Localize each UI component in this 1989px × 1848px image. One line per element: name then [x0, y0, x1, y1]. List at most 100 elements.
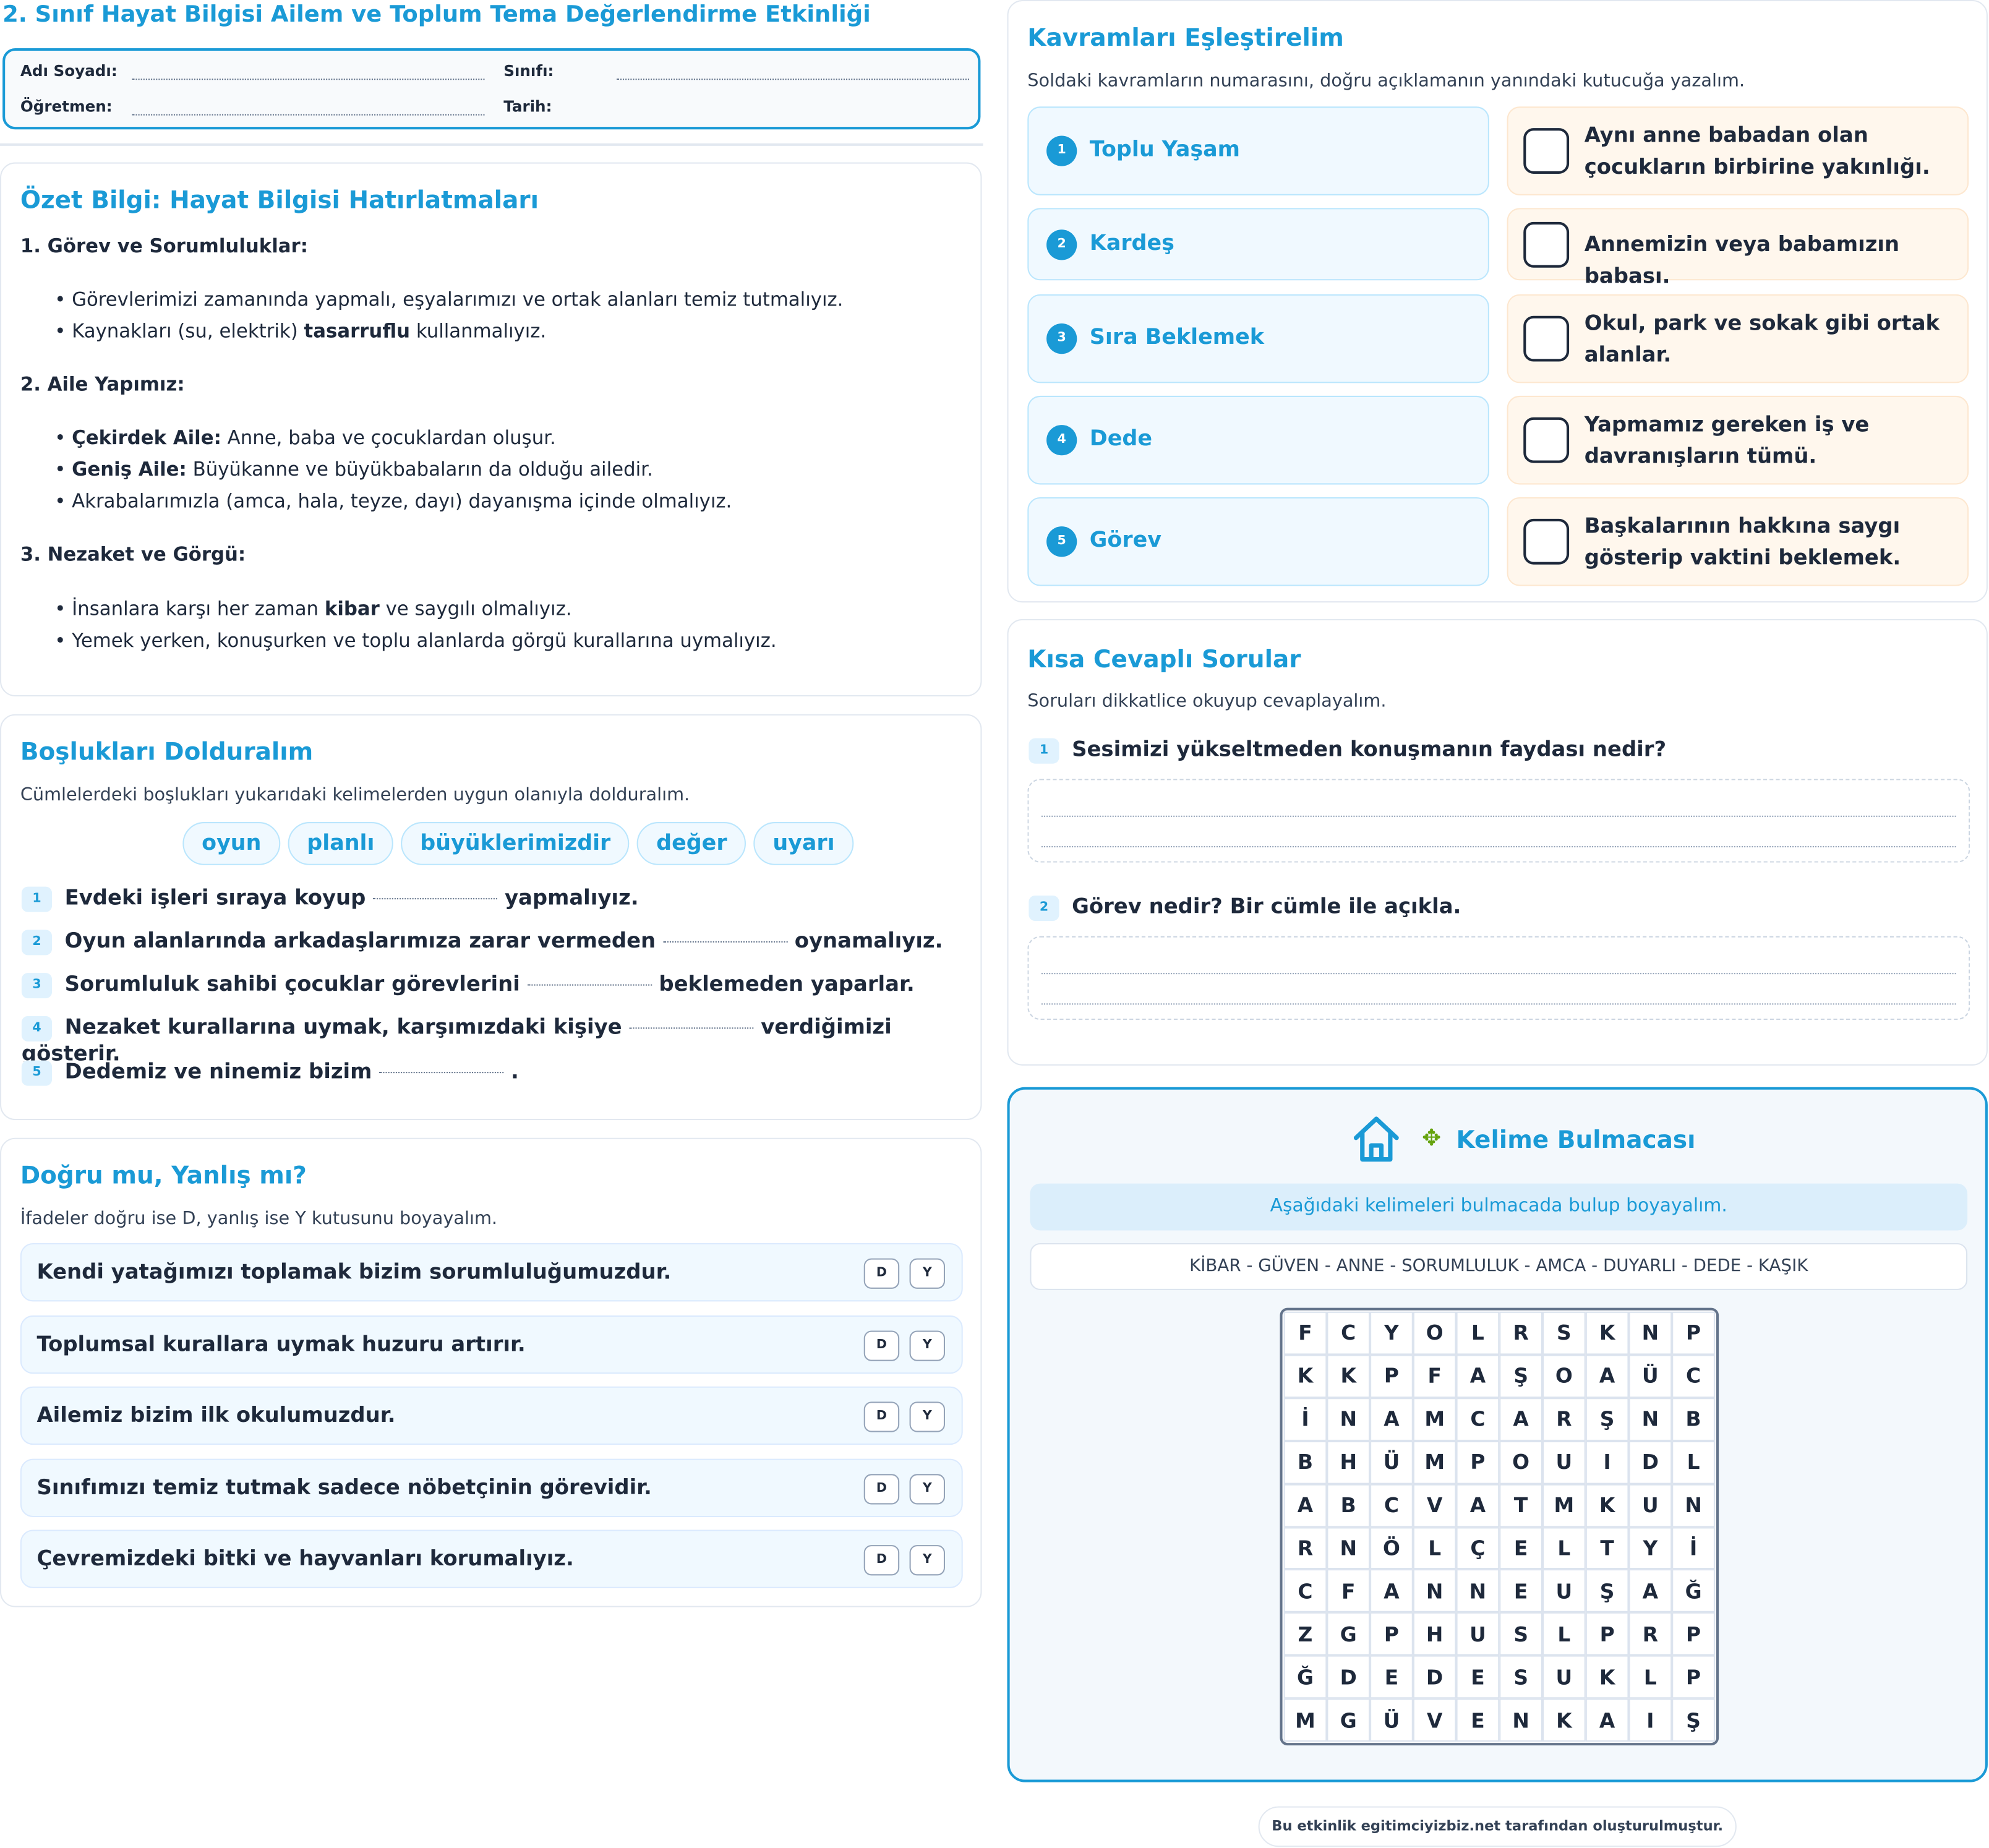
teacher-field[interactable]: [132, 114, 485, 116]
true-box[interactable]: D: [863, 1545, 900, 1576]
grid-cell[interactable]: A: [1456, 1354, 1500, 1398]
grid-cell[interactable]: V: [1413, 1698, 1456, 1742]
grid-cell[interactable]: P: [1672, 1655, 1715, 1699]
grid-cell[interactable]: K: [1327, 1354, 1371, 1398]
grid-cell[interactable]: E: [1499, 1569, 1543, 1613]
grid-cell[interactable]: Ş: [1672, 1698, 1715, 1742]
grid-cell[interactable]: S: [1542, 1311, 1586, 1355]
grid-cell[interactable]: V: [1413, 1483, 1456, 1527]
grid-cell[interactable]: P: [1672, 1311, 1715, 1355]
false-box[interactable]: Y: [909, 1258, 945, 1289]
grid-cell[interactable]: N: [1327, 1526, 1371, 1570]
true-box[interactable]: D: [863, 1401, 900, 1432]
grid-cell[interactable]: S: [1499, 1655, 1543, 1699]
blank-field[interactable]: [373, 898, 498, 900]
grid-cell[interactable]: E: [1370, 1655, 1413, 1699]
class-field[interactable]: [616, 79, 969, 80]
grid-cell[interactable]: M: [1542, 1483, 1586, 1527]
answer-box[interactable]: [1523, 315, 1570, 362]
grid-cell[interactable]: G: [1327, 1698, 1371, 1742]
grid-cell[interactable]: H: [1327, 1440, 1371, 1484]
grid-cell[interactable]: A: [1370, 1569, 1413, 1613]
grid-cell[interactable]: Ş: [1499, 1354, 1543, 1398]
blank-field[interactable]: [629, 1027, 754, 1029]
grid-cell[interactable]: K: [1585, 1483, 1629, 1527]
grid-cell[interactable]: U: [1542, 1569, 1586, 1613]
grid-cell[interactable]: R: [1283, 1526, 1327, 1570]
grid-cell[interactable]: E: [1499, 1526, 1543, 1570]
grid-cell[interactable]: K: [1585, 1655, 1629, 1699]
grid-cell[interactable]: A: [1628, 1569, 1672, 1613]
grid-cell[interactable]: U: [1628, 1483, 1672, 1527]
grid-cell[interactable]: T: [1499, 1483, 1543, 1527]
answer-box[interactable]: [1523, 221, 1570, 268]
grid-cell[interactable]: F: [1413, 1354, 1456, 1398]
grid-cell[interactable]: H: [1413, 1612, 1456, 1656]
grid-cell[interactable]: T: [1585, 1526, 1629, 1570]
grid-cell[interactable]: N: [1628, 1397, 1672, 1441]
grid-cell[interactable]: R: [1628, 1612, 1672, 1656]
grid-cell[interactable]: L: [1672, 1440, 1715, 1484]
true-box[interactable]: D: [863, 1258, 900, 1289]
false-box[interactable]: Y: [909, 1401, 945, 1432]
blank-field[interactable]: [662, 941, 787, 943]
grid-cell[interactable]: P: [1370, 1354, 1413, 1398]
grid-cell[interactable]: Y: [1628, 1526, 1672, 1570]
grid-cell[interactable]: N: [1628, 1311, 1672, 1355]
grid-cell[interactable]: A: [1370, 1397, 1413, 1441]
blank-field[interactable]: [379, 1072, 504, 1074]
grid-cell[interactable]: C: [1327, 1311, 1371, 1355]
grid-cell[interactable]: Ü: [1370, 1698, 1413, 1742]
blank-field[interactable]: [527, 984, 652, 986]
grid-cell[interactable]: Ş: [1585, 1569, 1629, 1613]
grid-cell[interactable]: N: [1672, 1483, 1715, 1527]
grid-cell[interactable]: B: [1327, 1483, 1371, 1527]
grid-cell[interactable]: C: [1283, 1569, 1327, 1613]
grid-cell[interactable]: R: [1542, 1397, 1586, 1441]
grid-cell[interactable]: F: [1327, 1569, 1371, 1613]
grid-cell[interactable]: Ü: [1370, 1440, 1413, 1484]
grid-cell[interactable]: D: [1327, 1655, 1371, 1699]
false-box[interactable]: Y: [909, 1330, 945, 1361]
grid-cell[interactable]: U: [1542, 1440, 1586, 1484]
grid-cell[interactable]: A: [1456, 1483, 1500, 1527]
grid-cell[interactable]: N: [1499, 1698, 1543, 1742]
grid-cell[interactable]: O: [1542, 1354, 1586, 1398]
grid-cell[interactable]: C: [1672, 1354, 1715, 1398]
grid-cell[interactable]: P: [1672, 1612, 1715, 1656]
grid-cell[interactable]: C: [1456, 1397, 1500, 1441]
grid-cell[interactable]: Y: [1370, 1311, 1413, 1355]
grid-cell[interactable]: E: [1456, 1655, 1500, 1699]
name-field[interactable]: [132, 79, 485, 80]
grid-cell[interactable]: D: [1628, 1440, 1672, 1484]
grid-cell[interactable]: U: [1542, 1655, 1586, 1699]
grid-cell[interactable]: B: [1283, 1440, 1327, 1484]
answer-box[interactable]: [1523, 128, 1570, 174]
grid-cell[interactable]: M: [1413, 1397, 1456, 1441]
grid-cell[interactable]: B: [1672, 1397, 1715, 1441]
grid-cell[interactable]: N: [1456, 1569, 1500, 1613]
grid-cell[interactable]: L: [1456, 1311, 1500, 1355]
grid-cell[interactable]: Ö: [1370, 1526, 1413, 1570]
answer-area[interactable]: [1027, 779, 1970, 863]
grid-cell[interactable]: R: [1499, 1311, 1543, 1355]
grid-cell[interactable]: N: [1413, 1569, 1456, 1613]
grid-cell[interactable]: M: [1413, 1440, 1456, 1484]
grid-cell[interactable]: P: [1370, 1612, 1413, 1656]
true-box[interactable]: D: [863, 1330, 900, 1361]
grid-cell[interactable]: Ü: [1628, 1354, 1672, 1398]
grid-cell[interactable]: Ç: [1456, 1526, 1500, 1570]
grid-cell[interactable]: L: [1413, 1526, 1456, 1570]
grid-cell[interactable]: A: [1585, 1354, 1629, 1398]
grid-cell[interactable]: Z: [1283, 1612, 1327, 1656]
grid-cell[interactable]: A: [1585, 1698, 1629, 1742]
grid-cell[interactable]: I: [1585, 1440, 1629, 1484]
grid-cell[interactable]: L: [1542, 1612, 1586, 1656]
grid-cell[interactable]: Ş: [1585, 1397, 1629, 1441]
false-box[interactable]: Y: [909, 1545, 945, 1576]
grid-cell[interactable]: I: [1628, 1698, 1672, 1742]
false-box[interactable]: Y: [909, 1474, 945, 1505]
answer-box[interactable]: [1523, 417, 1570, 463]
answer-area[interactable]: [1027, 936, 1970, 1020]
grid-cell[interactable]: P: [1456, 1440, 1500, 1484]
